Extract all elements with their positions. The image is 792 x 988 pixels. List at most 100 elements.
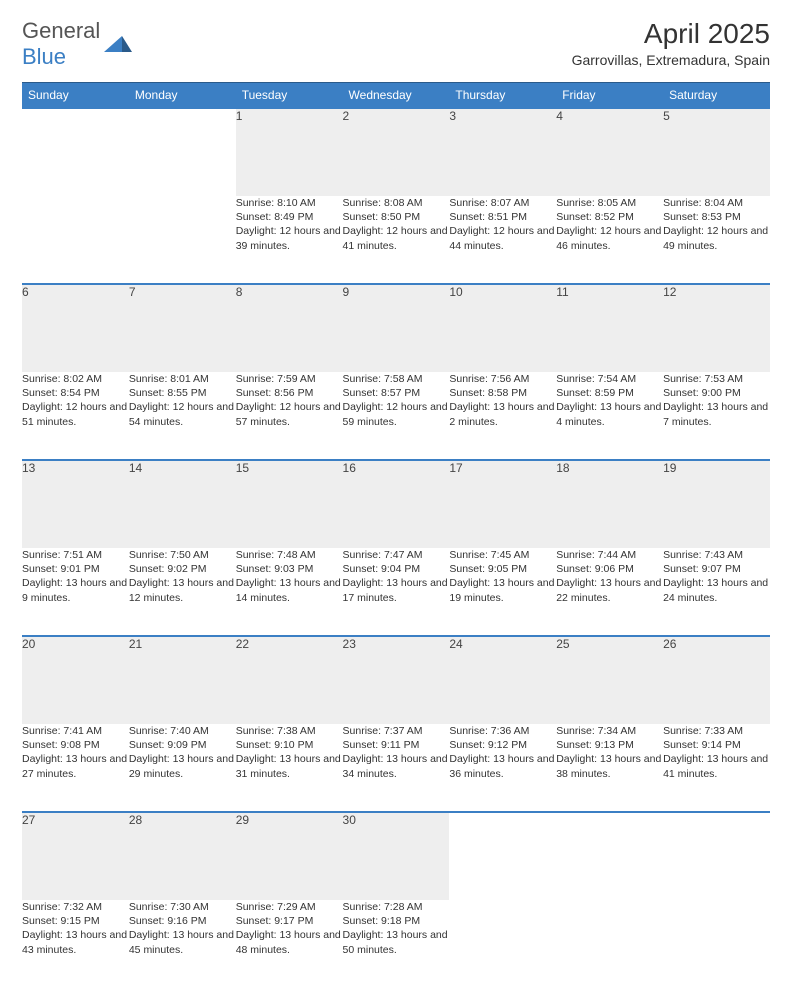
day-cell: Sunrise: 7:33 AMSunset: 9:14 PMDaylight:… [663, 724, 770, 812]
sunset-line: Sunset: 9:11 PM [343, 738, 450, 752]
sunrise-line: Sunrise: 8:05 AM [556, 196, 663, 210]
day-number: 24 [449, 636, 556, 724]
day-cell: Sunrise: 8:04 AMSunset: 8:53 PMDaylight:… [663, 196, 770, 284]
daylight-line: Daylight: 13 hours and 31 minutes. [236, 752, 343, 780]
day-header-row: SundayMondayTuesdayWednesdayThursdayFrid… [22, 83, 770, 109]
day-cell: Sunrise: 7:43 AMSunset: 9:07 PMDaylight:… [663, 548, 770, 636]
day-cell: Sunrise: 7:30 AMSunset: 9:16 PMDaylight:… [129, 900, 236, 988]
daynum-row: 12345 [22, 108, 770, 196]
sunrise-line: Sunrise: 7:37 AM [343, 724, 450, 738]
day-number: 22 [236, 636, 343, 724]
sunset-line: Sunset: 8:52 PM [556, 210, 663, 224]
daylight-line: Daylight: 13 hours and 36 minutes. [449, 752, 556, 780]
day-cell: Sunrise: 7:41 AMSunset: 9:08 PMDaylight:… [22, 724, 129, 812]
sunset-line: Sunset: 9:09 PM [129, 738, 236, 752]
day-number [129, 108, 236, 196]
logo-triangle-icon [104, 34, 132, 54]
daylight-line: Daylight: 13 hours and 14 minutes. [236, 576, 343, 604]
daylight-line: Daylight: 12 hours and 51 minutes. [22, 400, 129, 428]
day-cell: Sunrise: 7:53 AMSunset: 9:00 PMDaylight:… [663, 372, 770, 460]
daylight-line: Daylight: 13 hours and 27 minutes. [22, 752, 129, 780]
day-number: 8 [236, 284, 343, 372]
daylight-line: Daylight: 13 hours and 50 minutes. [343, 928, 450, 956]
sunset-line: Sunset: 8:53 PM [663, 210, 770, 224]
sunset-line: Sunset: 9:13 PM [556, 738, 663, 752]
day-number: 4 [556, 108, 663, 196]
sunset-line: Sunset: 8:51 PM [449, 210, 556, 224]
day-cell: Sunrise: 7:32 AMSunset: 9:15 PMDaylight:… [22, 900, 129, 988]
daylight-line: Daylight: 13 hours and 43 minutes. [22, 928, 129, 956]
day-cell: Sunrise: 7:51 AMSunset: 9:01 PMDaylight:… [22, 548, 129, 636]
day-cell [556, 900, 663, 988]
day-number: 20 [22, 636, 129, 724]
day-number: 3 [449, 108, 556, 196]
day-cell [129, 196, 236, 284]
day-number: 25 [556, 636, 663, 724]
day-number: 11 [556, 284, 663, 372]
day-header: Monday [129, 83, 236, 109]
sunset-line: Sunset: 9:08 PM [22, 738, 129, 752]
sunrise-line: Sunrise: 7:43 AM [663, 548, 770, 562]
daylight-line: Daylight: 13 hours and 41 minutes. [663, 752, 770, 780]
day-number: 6 [22, 284, 129, 372]
day-number: 27 [22, 812, 129, 900]
day-number: 21 [129, 636, 236, 724]
logo-word2: Blue [22, 44, 66, 69]
sunset-line: Sunset: 9:17 PM [236, 914, 343, 928]
sunrise-line: Sunrise: 8:01 AM [129, 372, 236, 386]
sunrise-line: Sunrise: 8:02 AM [22, 372, 129, 386]
day-header: Thursday [449, 83, 556, 109]
content-row: Sunrise: 7:41 AMSunset: 9:08 PMDaylight:… [22, 724, 770, 812]
day-cell: Sunrise: 7:38 AMSunset: 9:10 PMDaylight:… [236, 724, 343, 812]
day-number [22, 108, 129, 196]
day-number [556, 812, 663, 900]
day-number: 17 [449, 460, 556, 548]
day-header: Saturday [663, 83, 770, 109]
logo-word1: General [22, 18, 100, 43]
day-number: 15 [236, 460, 343, 548]
day-cell: Sunrise: 7:54 AMSunset: 8:59 PMDaylight:… [556, 372, 663, 460]
daylight-line: Daylight: 13 hours and 34 minutes. [343, 752, 450, 780]
daylight-line: Daylight: 13 hours and 45 minutes. [129, 928, 236, 956]
sunset-line: Sunset: 8:50 PM [343, 210, 450, 224]
header: General Blue April 2025 Garrovillas, Ext… [22, 18, 770, 70]
sunrise-line: Sunrise: 7:59 AM [236, 372, 343, 386]
daylight-line: Daylight: 12 hours and 41 minutes. [343, 224, 450, 252]
day-number: 28 [129, 812, 236, 900]
day-cell: Sunrise: 7:56 AMSunset: 8:58 PMDaylight:… [449, 372, 556, 460]
sunset-line: Sunset: 8:49 PM [236, 210, 343, 224]
sunrise-line: Sunrise: 7:33 AM [663, 724, 770, 738]
daylight-line: Daylight: 13 hours and 12 minutes. [129, 576, 236, 604]
day-number: 29 [236, 812, 343, 900]
sunset-line: Sunset: 8:56 PM [236, 386, 343, 400]
month-title: April 2025 [572, 18, 770, 50]
sunset-line: Sunset: 8:57 PM [343, 386, 450, 400]
daylight-line: Daylight: 12 hours and 49 minutes. [663, 224, 770, 252]
day-cell: Sunrise: 8:01 AMSunset: 8:55 PMDaylight:… [129, 372, 236, 460]
sunrise-line: Sunrise: 7:36 AM [449, 724, 556, 738]
daylight-line: Daylight: 12 hours and 44 minutes. [449, 224, 556, 252]
sunset-line: Sunset: 8:55 PM [129, 386, 236, 400]
sunset-line: Sunset: 9:02 PM [129, 562, 236, 576]
title-block: April 2025 Garrovillas, Extremadura, Spa… [572, 18, 770, 68]
daylight-line: Daylight: 13 hours and 17 minutes. [343, 576, 450, 604]
daylight-line: Daylight: 12 hours and 54 minutes. [129, 400, 236, 428]
day-number: 18 [556, 460, 663, 548]
sunset-line: Sunset: 9:00 PM [663, 386, 770, 400]
content-row: Sunrise: 7:32 AMSunset: 9:15 PMDaylight:… [22, 900, 770, 988]
sunset-line: Sunset: 9:15 PM [22, 914, 129, 928]
sunrise-line: Sunrise: 7:45 AM [449, 548, 556, 562]
sunrise-line: Sunrise: 8:08 AM [343, 196, 450, 210]
calendar-table: SundayMondayTuesdayWednesdayThursdayFrid… [22, 82, 770, 988]
day-number: 12 [663, 284, 770, 372]
sunrise-line: Sunrise: 7:41 AM [22, 724, 129, 738]
sunrise-line: Sunrise: 7:30 AM [129, 900, 236, 914]
sunset-line: Sunset: 9:12 PM [449, 738, 556, 752]
sunset-line: Sunset: 9:07 PM [663, 562, 770, 576]
daylight-line: Daylight: 13 hours and 38 minutes. [556, 752, 663, 780]
sunrise-line: Sunrise: 7:40 AM [129, 724, 236, 738]
day-number: 23 [343, 636, 450, 724]
sunrise-line: Sunrise: 7:56 AM [449, 372, 556, 386]
day-cell: Sunrise: 7:28 AMSunset: 9:18 PMDaylight:… [343, 900, 450, 988]
daylight-line: Daylight: 12 hours and 59 minutes. [343, 400, 450, 428]
